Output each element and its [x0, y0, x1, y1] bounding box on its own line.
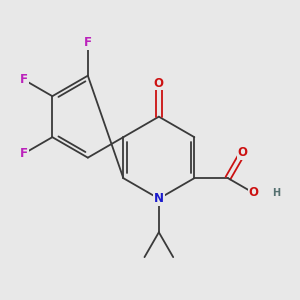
- Text: O: O: [154, 76, 164, 90]
- Text: F: F: [20, 147, 28, 160]
- Text: F: F: [84, 36, 92, 50]
- Text: O: O: [238, 146, 248, 159]
- Text: O: O: [248, 186, 259, 200]
- Text: F: F: [20, 73, 28, 86]
- Text: N: N: [154, 192, 164, 205]
- Text: H: H: [272, 188, 280, 198]
